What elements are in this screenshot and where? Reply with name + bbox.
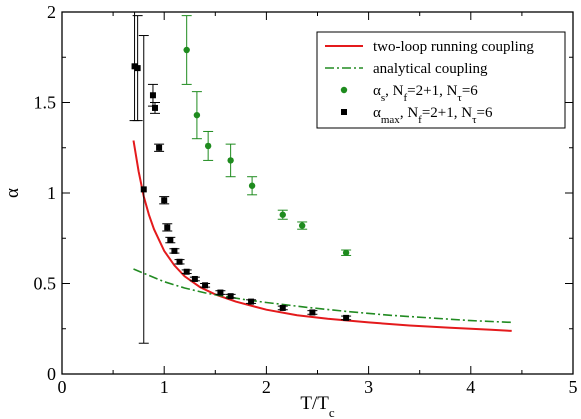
legend-swatch-alpha-s <box>340 86 348 94</box>
legend-box <box>316 31 566 129</box>
plot-marks <box>129 11 512 344</box>
x-tick-label: 5 <box>569 377 578 397</box>
data-point <box>279 211 286 218</box>
data-point <box>191 275 198 282</box>
data-point <box>183 268 190 275</box>
data-point <box>343 314 350 321</box>
x-axis-label-main: T/T <box>300 393 329 414</box>
data-point <box>217 289 224 296</box>
legend-entry-analytical: analytical coupling <box>373 61 488 77</box>
data-point <box>167 237 174 244</box>
data-point <box>248 298 255 305</box>
data-point <box>248 182 256 189</box>
data-point <box>161 197 168 204</box>
x-tick-label: 0 <box>58 377 67 397</box>
y-axis-label: α <box>2 188 23 198</box>
data-point <box>183 46 190 54</box>
data-point <box>171 247 178 254</box>
y-tick-label: 0 <box>47 364 56 384</box>
data-point <box>279 304 286 311</box>
series-line-analytical <box>133 268 512 324</box>
data-point <box>156 144 163 151</box>
data-point <box>227 157 234 164</box>
data-point <box>342 249 350 256</box>
x-axis-label-sub: c <box>329 405 335 419</box>
data-point <box>152 104 159 111</box>
legend-swatch-alpha-max <box>341 109 347 115</box>
data-point <box>164 224 171 231</box>
data-point <box>149 92 156 99</box>
x-tick-label: 2 <box>262 377 271 397</box>
data-point <box>309 309 316 316</box>
y-tick-label: 0.5 <box>34 274 57 294</box>
legend-entry-two-loop: two-loop running coupling <box>373 39 534 55</box>
data-point <box>134 65 141 72</box>
legend-entry-alpha-max: αmax, Nf=2+1, Nτ=6 <box>373 105 493 126</box>
x-tick-label: 4 <box>466 377 475 397</box>
data-point <box>131 63 138 70</box>
x-tick-label: 1 <box>160 377 169 397</box>
data-point <box>140 186 147 193</box>
data-point <box>202 282 209 289</box>
series-alpha_max <box>129 11 352 344</box>
legend: two-loop running coupling analytical cou… <box>316 31 566 129</box>
data-point <box>298 222 306 229</box>
data-point <box>227 293 234 300</box>
x-axis-label: T/Tc <box>300 393 335 419</box>
legend-entry-alpha-s: αs, Nf=2+1, Nτ=6 <box>373 83 478 104</box>
series-alpha_s <box>181 15 352 256</box>
series-analytical <box>133 268 512 324</box>
x-tick-label: 3 <box>364 377 373 397</box>
y-tick-label: 1 <box>47 183 56 203</box>
axis-ticks: 0 1 2 3 4 5 0 0.5 1 1.5 2 <box>34 2 578 397</box>
y-tick-label: 2 <box>47 2 56 22</box>
data-point <box>204 142 212 150</box>
data-point <box>193 111 201 119</box>
data-point <box>176 258 183 265</box>
y-tick-label: 1.5 <box>34 93 57 113</box>
